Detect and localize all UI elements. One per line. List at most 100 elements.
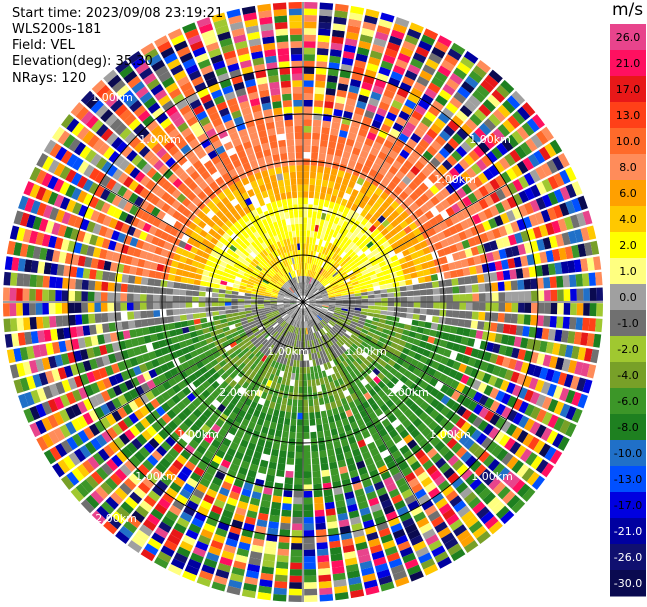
range-gate	[518, 175, 530, 189]
range-gate	[557, 153, 570, 168]
range-gate	[540, 209, 551, 223]
range-gate	[334, 275, 342, 281]
range-gate	[329, 279, 336, 285]
range-gate	[351, 281, 359, 286]
range-gate	[319, 287, 326, 293]
range-gate	[410, 252, 419, 260]
range-gate	[355, 239, 363, 247]
range-gate	[363, 237, 371, 246]
range-gate	[364, 159, 374, 169]
range-gate	[400, 291, 408, 297]
range-gate	[333, 273, 340, 279]
range-gate	[556, 275, 564, 288]
range-gate	[356, 100, 367, 110]
range-gate	[549, 276, 557, 289]
range-gate	[471, 213, 482, 225]
range-gate	[414, 197, 425, 208]
range-gate	[548, 235, 558, 249]
range-gate	[423, 28, 439, 40]
range-gate	[315, 258, 320, 266]
range-gate	[512, 110, 526, 125]
range-gate	[312, 237, 317, 245]
range-gate	[407, 231, 416, 240]
range-gate	[554, 262, 563, 275]
range-gate	[517, 204, 528, 217]
range-gate	[408, 221, 418, 231]
range-gate	[394, 138, 406, 149]
range-gate	[469, 266, 477, 275]
range-gate	[304, 34, 316, 42]
range-gate	[309, 298, 316, 301]
range-gate	[350, 119, 361, 129]
range-gate	[356, 275, 364, 281]
range-gate	[495, 238, 505, 249]
range-gate	[345, 200, 353, 209]
range-gate	[432, 168, 444, 180]
range-gate	[357, 263, 365, 270]
range-gate	[383, 89, 396, 100]
range-gate	[364, 137, 374, 147]
range-gate	[303, 236, 307, 244]
range-gate	[526, 118, 540, 133]
range-gate	[380, 12, 395, 23]
range-gate	[390, 210, 400, 219]
range-gate	[404, 254, 413, 262]
range-gate	[303, 288, 305, 296]
range-gate	[355, 260, 364, 267]
range-gate	[308, 293, 314, 299]
range-gate	[328, 229, 335, 237]
range-gate	[329, 49, 342, 58]
range-gate	[482, 220, 492, 232]
range-gate	[384, 48, 398, 59]
range-gate	[309, 277, 313, 284]
range-gate	[340, 198, 348, 207]
range-gate	[494, 174, 506, 188]
range-gate	[307, 291, 312, 298]
range-gate	[457, 86, 471, 99]
range-gate	[307, 292, 313, 298]
range-gate	[368, 298, 375, 302]
range-gate	[408, 116, 420, 127]
range-gate	[395, 116, 407, 127]
range-gate	[501, 138, 514, 152]
range-gate	[441, 159, 453, 171]
range-gate	[332, 238, 339, 246]
range-gate	[336, 256, 343, 264]
range-gate	[534, 211, 545, 225]
range-gate	[374, 157, 384, 167]
range-gate	[306, 283, 309, 290]
range-gate	[403, 225, 413, 235]
range-gate	[376, 196, 385, 206]
range-gate	[461, 183, 473, 195]
range-gate	[550, 289, 558, 302]
range-gate	[493, 160, 505, 174]
range-gate	[468, 149, 480, 162]
range-gate	[496, 142, 509, 156]
range-gate	[439, 130, 451, 142]
range-gate	[341, 262, 349, 269]
range-gate	[305, 282, 307, 290]
range-gate	[422, 268, 431, 276]
range-gate	[430, 123, 442, 135]
range-gate	[497, 281, 505, 291]
range-gate	[315, 178, 322, 186]
range-gate	[565, 166, 577, 182]
range-gate	[546, 159, 559, 174]
range-gate	[410, 237, 419, 246]
range-gate	[336, 210, 343, 219]
range-gate	[405, 279, 413, 286]
range-gate	[337, 190, 345, 199]
range-gate	[329, 302, 336, 304]
range-gate	[370, 274, 378, 280]
range-gate	[316, 231, 322, 239]
range-gate	[374, 240, 382, 249]
range-gate	[335, 196, 343, 205]
range-gate	[452, 286, 460, 294]
range-gate	[533, 150, 546, 165]
range-gate	[365, 263, 373, 270]
range-gate	[346, 248, 354, 256]
range-gate	[460, 258, 469, 268]
range-gate	[443, 246, 452, 256]
range-gate	[305, 269, 308, 277]
range-gate	[321, 294, 329, 297]
